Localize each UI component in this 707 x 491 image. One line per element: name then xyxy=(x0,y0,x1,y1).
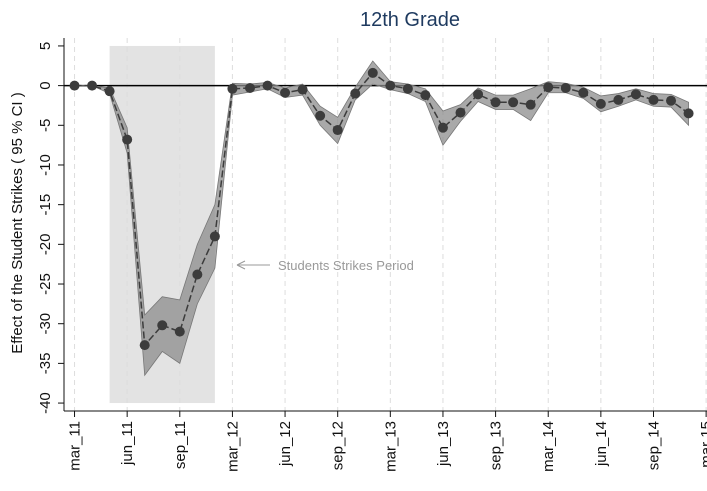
point xyxy=(104,86,115,97)
point xyxy=(473,89,484,100)
x-tick-label: sep_11 xyxy=(172,421,189,469)
y-tick-label: -15 xyxy=(37,194,54,216)
x-tick-label: jun_14 xyxy=(593,421,610,467)
annotation-arrowhead xyxy=(236,260,246,270)
annotation: Students Strikes Period xyxy=(278,258,414,273)
point xyxy=(385,80,396,91)
point xyxy=(315,110,326,121)
point xyxy=(87,80,98,91)
point xyxy=(174,326,185,337)
x-tick-label: mar_14 xyxy=(540,421,557,472)
point xyxy=(280,87,291,98)
x-tick-label: jun_11 xyxy=(119,421,136,466)
x-tick-label: sep_12 xyxy=(330,421,347,470)
point xyxy=(543,82,554,93)
point xyxy=(683,108,694,119)
point xyxy=(402,83,413,94)
point xyxy=(560,82,571,93)
point xyxy=(525,99,536,110)
point xyxy=(490,97,501,108)
point xyxy=(367,67,378,78)
point xyxy=(69,80,80,91)
x-tick-label: sep_13 xyxy=(488,421,505,470)
x-tick-label: mar_11 xyxy=(67,421,84,471)
point xyxy=(666,95,677,106)
y-tick-label: -35 xyxy=(37,353,54,375)
x-tick-label: mar_12 xyxy=(224,421,241,472)
point xyxy=(227,83,238,94)
y-axis-label: Effect of the Student Strikes ( 95 % CI … xyxy=(9,92,26,354)
point xyxy=(508,97,519,108)
point xyxy=(262,80,273,91)
x-tick-label: mar_13 xyxy=(382,421,399,472)
point xyxy=(332,125,343,136)
point xyxy=(192,269,203,280)
x-tick-label: sep_14 xyxy=(645,421,662,470)
y-tick-label: 5 xyxy=(37,42,54,50)
y-tick-label: 0 xyxy=(37,81,54,89)
point xyxy=(139,340,150,351)
point xyxy=(630,89,641,100)
point xyxy=(455,107,466,118)
y-tick-label: -10 xyxy=(37,154,54,176)
point xyxy=(613,94,624,105)
y-tick-label: -25 xyxy=(37,273,54,295)
x-tick-label: jun_12 xyxy=(277,421,294,467)
point xyxy=(578,87,589,98)
y-tick-label: -20 xyxy=(37,233,54,255)
point xyxy=(157,320,168,331)
point xyxy=(648,94,659,105)
point xyxy=(209,231,220,242)
point xyxy=(244,82,255,93)
x-tick-label: mar 15 xyxy=(698,421,707,468)
y-tick-label: -5 xyxy=(37,119,54,132)
point xyxy=(297,84,308,95)
point xyxy=(420,90,431,101)
y-tick-label: -30 xyxy=(37,313,54,335)
chart-title: 12th Grade xyxy=(360,9,460,31)
point xyxy=(595,98,606,109)
point xyxy=(437,122,448,133)
point xyxy=(350,88,361,99)
y-tick-label: -40 xyxy=(37,392,54,414)
x-tick-label: jun_13 xyxy=(435,421,452,467)
point xyxy=(122,134,133,145)
